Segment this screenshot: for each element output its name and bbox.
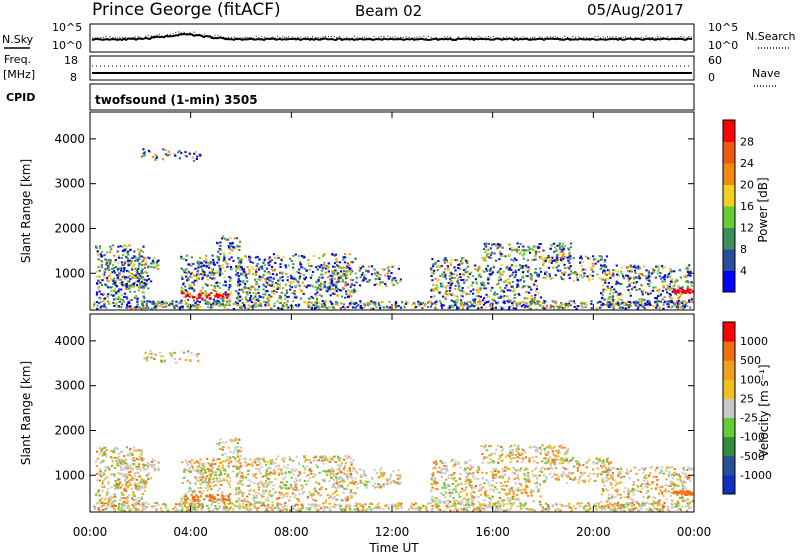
colorbar-swatch <box>723 379 735 399</box>
colorbar-tick-label: 12 <box>740 222 754 235</box>
colorbar-swatch <box>723 206 735 228</box>
time-axis: 00:00 04:00 08:00 12:00 16:00 20:00 00:00 <box>73 525 712 539</box>
colorbar-tick-label: 8 <box>740 243 747 256</box>
colorbar-tick-label: 28 <box>740 136 754 149</box>
cpid-panel: CPID twofsound (1-min) 3505 <box>6 83 695 111</box>
colorbar-tick-label: 1000 <box>740 335 768 348</box>
noise-right-label: N.Search <box>746 30 796 43</box>
power-colorbar: 4 8 12 16 20 24 28 <box>722 119 754 293</box>
colorbar-swatch <box>723 184 735 207</box>
colorbar-tick-label: -500 <box>740 450 765 463</box>
colorbar-tick-label: 100 <box>740 373 761 386</box>
freq-right-tick-bottom: 0 <box>708 71 715 84</box>
colorbar-tick-label: -25 <box>740 412 758 425</box>
velocity-panel: 1000 2000 3000 4000 Slant Range [km] 1000 50… <box>19 313 772 513</box>
time-tick-label: 16:00 <box>475 525 510 539</box>
freq-panel-frame <box>89 55 695 81</box>
cpid-panel-frame <box>89 83 695 111</box>
y-tick-label: 2000 <box>54 221 85 235</box>
y-tick-label: 3000 <box>54 177 85 191</box>
freq-right-tick-top: 60 <box>708 54 722 67</box>
time-tick-label: 04:00 <box>173 525 208 539</box>
date-title: 05/Aug/2017 <box>587 1 684 19</box>
time-tick-label: 08:00 <box>274 525 309 539</box>
colorbar-tick-label: 500 <box>740 354 761 367</box>
x-axis-label: Time UT <box>368 541 419 554</box>
colorbar-tick-label: 20 <box>740 179 754 192</box>
colorbar-swatch <box>723 163 735 185</box>
colorbar-tick-label: 25 <box>740 392 754 405</box>
velocity-ylabel: Slant Range [km] <box>19 361 33 465</box>
power-panel: 1000 2000 3000 4000 Slant Range [km] 4 8 12 16… <box>19 111 770 311</box>
colorbar-tick-label: 4 <box>740 265 747 278</box>
noise-panel: N.Sky 10^5 10^0 10^5 10^0 N.Search <box>2 21 796 53</box>
freq-left-tick-bottom: 8 <box>70 71 77 84</box>
colorbar-swatch <box>723 227 735 250</box>
power-axes: 1000 2000 3000 4000 <box>54 112 695 310</box>
cpid-label: CPID <box>6 91 35 104</box>
nave-right-label: Nave <box>752 67 780 80</box>
velocity-scatter <box>92 350 695 512</box>
colorbar-swatch <box>723 474 735 495</box>
y-tick-label: 1000 <box>54 468 85 482</box>
noise-search-trace <box>91 31 693 40</box>
freq-left-tick-top: 18 <box>64 54 78 67</box>
colorbar-swatch <box>723 249 735 271</box>
colorbar-frame <box>722 119 736 293</box>
station-title: Prince George (fitACF) <box>92 0 281 20</box>
power-scatter <box>92 148 695 310</box>
noise-left-tick-bottom: 10^0 <box>52 39 82 52</box>
noise-sky-trace <box>91 32 693 42</box>
colorbar-swatch <box>723 270 735 293</box>
colorbar-swatch <box>723 120 735 142</box>
velocity-colorbar-label: Velocity [m s⁻¹] <box>757 364 771 457</box>
velocity-colorbar: 1000 500 100 25 -25 -100 -500 -1000 <box>722 321 772 495</box>
power-ylabel: Slant Range [km] <box>19 159 33 263</box>
time-tick-label: 20:00 <box>576 525 611 539</box>
y-tick-label: 4000 <box>54 334 85 348</box>
colorbar-tick-label: 16 <box>740 200 754 213</box>
colorbar-tick-label: 24 <box>740 157 754 170</box>
y-tick-label: 1000 <box>54 266 85 280</box>
colorbar-swatch <box>723 436 735 457</box>
freq-panel: Freq. [MHz] 18 8 60 0 Nave <box>3 53 780 87</box>
colorbar-swatch <box>723 341 735 361</box>
noise-right-tick-top: 10^5 <box>708 21 738 34</box>
freq-left-label-2: [MHz] <box>3 68 35 81</box>
colorbar-swatch <box>723 417 735 438</box>
time-tick-label: 12:00 <box>375 525 410 539</box>
cpid-program: twofsound (1-min) 3505 <box>95 93 258 107</box>
noise-right-tick-bottom: 10^0 <box>708 39 738 52</box>
colorbar-frame <box>722 321 736 495</box>
time-tick-label: 00:00 <box>73 525 108 539</box>
colorbar-swatch <box>723 141 735 164</box>
colorbar-swatch <box>723 398 735 419</box>
noise-panel-frame <box>89 23 695 53</box>
beam-title: Beam 02 <box>355 2 422 20</box>
y-tick-label: 2000 <box>54 423 85 437</box>
y-tick-label: 4000 <box>54 132 85 146</box>
colorbar-tick-label: -1000 <box>740 469 772 482</box>
freq-left-label-1: Freq. <box>4 53 31 66</box>
colorbar-swatch <box>723 322 735 342</box>
noise-left-label: N.Sky <box>2 33 34 46</box>
time-tick-label: 00:00 <box>677 525 712 539</box>
colorbar-tick-label: -100 <box>740 431 765 444</box>
y-tick-label: 3000 <box>54 379 85 393</box>
colorbar-swatch <box>723 360 735 380</box>
velocity-axes: 1000 2000 3000 4000 <box>54 314 695 512</box>
colorbar-swatch <box>723 455 735 476</box>
power-colorbar-label: Power [dB] <box>756 177 770 242</box>
noise-left-tick-top: 10^5 <box>52 21 82 34</box>
